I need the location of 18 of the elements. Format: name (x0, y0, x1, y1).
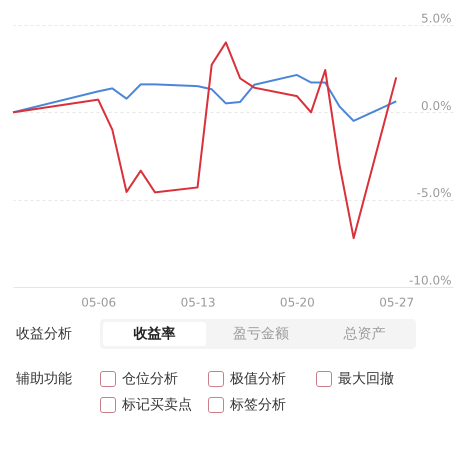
y-tick-label: -10.0% (409, 274, 452, 288)
text: 标记买卖点 (122, 396, 192, 414)
x-tick-label: 05-13 (180, 296, 216, 310)
text: 收益分析 (16, 325, 73, 343)
x-tick-label: 05-06 (81, 296, 116, 310)
text: 仓位分析 (122, 370, 178, 388)
text: 标签分析 (230, 396, 286, 414)
x-tick-label: 05-20 (280, 296, 315, 310)
y-tick-label: 0.0% (421, 98, 452, 113)
text: 最大回撤 (338, 370, 394, 388)
text: 收益率 (103, 322, 206, 346)
y-tick-label: -5.0% (416, 186, 452, 200)
y-tick-label: 5.0% (421, 12, 452, 26)
text: 盈亏金额 (232, 325, 290, 343)
x-tick-label: 05-27 (379, 296, 414, 310)
text: 极值分析 (230, 370, 286, 388)
text: 辅助功能 (16, 370, 73, 389)
text: 总资产 (342, 325, 386, 343)
